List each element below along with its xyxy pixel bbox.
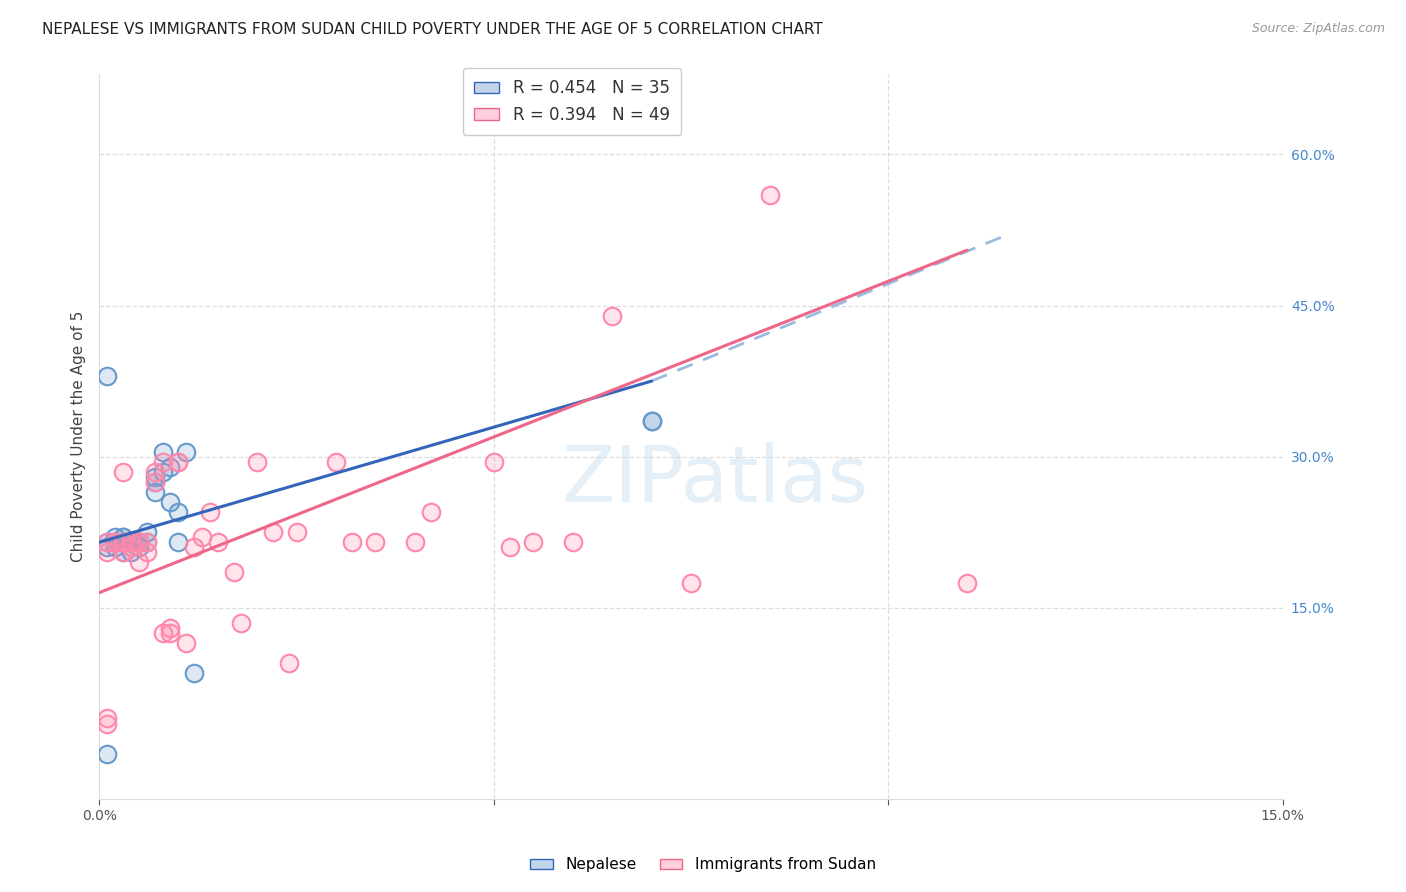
Y-axis label: Child Poverty Under the Age of 5: Child Poverty Under the Age of 5 (72, 310, 86, 562)
Point (183, 666, 205, 681)
Point (112, 465, 135, 479)
Point (222, 566, 245, 580)
Point (96, 369, 118, 384)
Point (498, 541, 520, 555)
Point (128, 535, 150, 549)
Point (143, 470, 166, 484)
Point (198, 505, 221, 519)
Point (640, 414, 662, 428)
Point (159, 621, 181, 635)
Text: Source: ZipAtlas.com: Source: ZipAtlas.com (1251, 22, 1385, 36)
Point (112, 535, 135, 549)
Point (167, 535, 190, 549)
Point (191, 530, 214, 544)
Point (112, 530, 135, 544)
Point (285, 525, 308, 540)
Point (96, 747, 118, 761)
Point (167, 455, 190, 469)
Point (112, 530, 135, 544)
Point (135, 535, 157, 549)
Point (96, 535, 118, 549)
Point (128, 541, 150, 555)
Point (262, 525, 284, 540)
Point (120, 541, 142, 555)
Point (112, 545, 135, 559)
Point (143, 465, 166, 479)
Point (143, 484, 166, 499)
Point (159, 626, 181, 640)
Point (679, 575, 702, 590)
Legend: R = 0.454   N = 35, R = 0.394   N = 49: R = 0.454 N = 35, R = 0.394 N = 49 (463, 68, 682, 136)
Point (96, 716, 118, 731)
Point (561, 535, 583, 549)
Point (419, 505, 441, 519)
Text: NEPALESE VS IMMIGRANTS FROM SUDAN CHILD POVERTY UNDER THE AGE OF 5 CORRELATION C: NEPALESE VS IMMIGRANTS FROM SUDAN CHILD … (42, 22, 823, 37)
Point (340, 535, 363, 549)
Point (364, 535, 387, 549)
Point (120, 535, 142, 549)
Point (325, 455, 347, 469)
Legend: Nepalese, Immigrants from Sudan: Nepalese, Immigrants from Sudan (523, 849, 883, 880)
Point (207, 535, 229, 549)
Point (152, 455, 174, 469)
Point (112, 535, 135, 549)
Point (128, 535, 150, 549)
Point (152, 465, 174, 479)
Point (159, 459, 181, 474)
Point (759, 187, 782, 202)
Point (183, 541, 205, 555)
Point (404, 535, 426, 549)
Point (104, 535, 127, 549)
Point (112, 535, 135, 549)
Point (167, 455, 190, 469)
Point (96, 545, 118, 559)
Point (128, 535, 150, 549)
Point (167, 505, 190, 519)
Point (104, 541, 127, 555)
Point (174, 636, 197, 650)
Point (104, 535, 127, 549)
Point (120, 545, 142, 559)
Point (120, 535, 142, 549)
Point (128, 555, 150, 569)
Text: ZIPatlas: ZIPatlas (561, 442, 868, 518)
Point (640, 414, 662, 428)
Point (128, 535, 150, 549)
Point (152, 626, 174, 640)
Point (159, 495, 181, 509)
Point (482, 455, 505, 469)
Point (143, 475, 166, 489)
Point (112, 545, 135, 559)
Point (600, 309, 623, 323)
Point (96, 535, 118, 549)
Point (120, 535, 142, 549)
Point (143, 475, 166, 489)
Point (104, 530, 127, 544)
Point (104, 535, 127, 549)
Point (231, 615, 253, 630)
Point (174, 444, 197, 458)
Point (956, 575, 979, 590)
Point (152, 444, 174, 458)
Point (96, 711, 118, 725)
Point (135, 525, 157, 540)
Point (277, 656, 299, 670)
Point (96, 541, 118, 555)
Point (104, 535, 127, 549)
Point (135, 535, 157, 549)
Point (120, 535, 142, 549)
Point (135, 545, 157, 559)
Point (120, 541, 142, 555)
Point (246, 455, 269, 469)
Point (522, 535, 544, 549)
